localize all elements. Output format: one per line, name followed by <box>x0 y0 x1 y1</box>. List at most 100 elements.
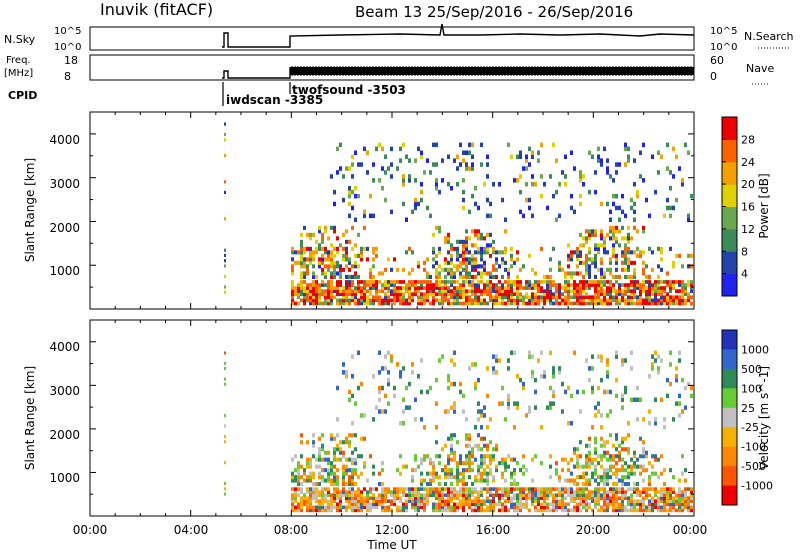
power-cell <box>489 243 492 248</box>
velocity-cell <box>519 505 522 510</box>
power-cell <box>465 295 468 300</box>
velocity-cell <box>558 505 561 510</box>
power-cell <box>624 267 627 272</box>
velocity-cell <box>351 475 354 480</box>
power-cell <box>303 271 306 276</box>
power-cell <box>300 274 303 279</box>
power-cell <box>459 142 462 148</box>
velocity-cell <box>441 354 444 359</box>
velocity-cell <box>576 496 579 500</box>
velocity-cell <box>609 389 612 395</box>
velocity-cell <box>477 464 480 469</box>
power-cell <box>558 213 561 219</box>
power-cell <box>501 274 504 279</box>
velocity-cell <box>564 505 567 510</box>
velocity-cell <box>330 493 333 497</box>
power-cell <box>438 292 441 297</box>
velocity-cell <box>336 475 339 480</box>
velocity-cell <box>624 482 627 487</box>
power-cell <box>447 289 450 293</box>
velocity-cell <box>597 493 600 497</box>
velocity-cell <box>519 502 522 507</box>
velocity-cell <box>357 350 360 355</box>
power-cell <box>450 257 453 262</box>
xtick-00: 00:00 <box>73 523 108 537</box>
velocity-cell <box>552 493 555 497</box>
power-cell <box>627 257 630 262</box>
velocity-cell <box>444 409 447 414</box>
velocity-cell <box>666 496 669 500</box>
power-cell <box>471 166 474 171</box>
velocity-cell <box>297 478 300 483</box>
power-cell <box>669 205 672 211</box>
velocity-cell <box>603 468 606 473</box>
velocity-cell <box>660 508 663 513</box>
power-cell <box>468 301 471 306</box>
xtick-08: 08:00 <box>274 523 309 537</box>
velocity-cell <box>537 502 540 507</box>
power-cell <box>516 286 519 290</box>
power-cell <box>657 150 660 155</box>
power-cell <box>669 283 672 287</box>
velocity-cell <box>462 409 465 414</box>
velocity-cell <box>300 475 303 480</box>
power-cell <box>486 280 489 284</box>
velocity-cell <box>591 508 594 513</box>
power-cell <box>615 267 618 272</box>
power-cell <box>444 236 447 241</box>
velocity-cell <box>318 499 321 503</box>
velocity-cell <box>315 505 318 510</box>
velocity-cell <box>369 454 372 459</box>
power-cell <box>603 295 606 300</box>
power-cell <box>612 243 615 248</box>
velocity-cell <box>315 457 318 462</box>
velocity-cell <box>645 487 648 491</box>
velocity-cell <box>567 490 570 494</box>
power-cell <box>567 283 570 287</box>
power-cell <box>459 239 462 244</box>
power-cell <box>525 166 528 171</box>
velocity-cell <box>501 385 504 391</box>
velocity-cell <box>306 457 309 462</box>
velocity-cell <box>435 505 438 510</box>
velocity-cell <box>420 389 423 395</box>
power-cell <box>564 174 567 179</box>
power-cell <box>441 280 444 284</box>
power-cell <box>594 253 597 258</box>
power-cell <box>591 280 594 284</box>
velocity-cell <box>552 508 555 513</box>
velocity-cell <box>399 490 402 494</box>
power-cell <box>303 286 306 290</box>
velocity-cell <box>435 490 438 494</box>
power-cell <box>303 250 306 255</box>
velocity-cell <box>429 487 432 491</box>
velocity-cell <box>408 493 411 497</box>
velocity-cell <box>429 490 432 494</box>
power-cell <box>492 295 495 300</box>
power-cell <box>573 286 576 290</box>
power-cell <box>612 229 615 234</box>
velocity-cell <box>600 413 603 418</box>
velocity-cell <box>624 505 627 510</box>
power-cell <box>627 260 630 265</box>
velocity-colorbar-swatch-2 <box>722 368 737 389</box>
velocity-cell <box>417 493 420 497</box>
velocity-cell <box>519 487 522 491</box>
velocity-cell <box>489 499 492 503</box>
power-cell <box>615 193 618 199</box>
power-cell <box>636 286 639 290</box>
power-cell <box>330 295 333 300</box>
power-cell <box>312 274 315 279</box>
velocity-cell <box>585 487 588 491</box>
power-cell <box>606 158 609 163</box>
power-cell <box>366 170 369 175</box>
power-cell <box>588 295 591 300</box>
power-cell <box>624 146 627 152</box>
power-cell <box>363 283 366 287</box>
velocity-cell <box>687 502 690 507</box>
power-cell <box>648 246 651 251</box>
power-cell <box>402 286 405 290</box>
velocity-cell <box>513 487 516 491</box>
power-cell <box>594 229 597 234</box>
power-cell <box>462 150 465 155</box>
